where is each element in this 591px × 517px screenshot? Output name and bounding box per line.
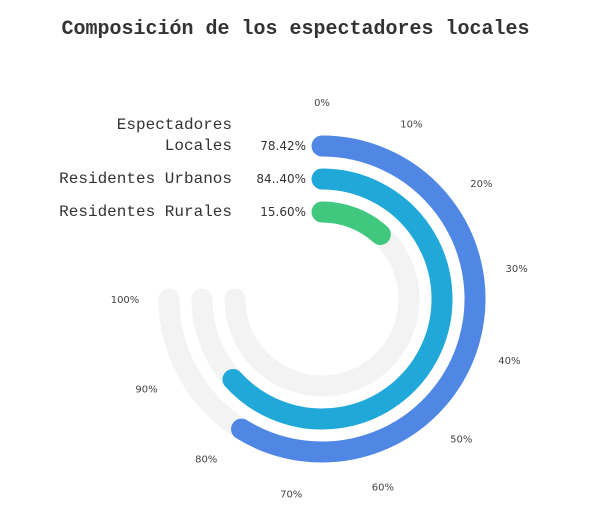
series-3-bar[interactable] xyxy=(311,201,391,245)
tick-label: 60% xyxy=(372,482,394,493)
tick-label: 0% xyxy=(314,98,330,109)
series-label-group: 78.42% Espectadores Locales 84..40% Resident… xyxy=(59,116,306,221)
series-1-name-label: Locales xyxy=(165,137,232,155)
series-2-name-label: Residentes Urbanos xyxy=(59,170,232,188)
tick-label: 40% xyxy=(498,356,520,367)
series-3-name-label: Residentes Rurales xyxy=(59,203,232,221)
tick-label: 10% xyxy=(400,120,422,131)
tick-label: 90% xyxy=(135,384,157,395)
tick-label: 80% xyxy=(195,454,217,465)
series-3-value-label: 15.60% xyxy=(260,205,306,219)
tick-label: 100% xyxy=(111,295,140,306)
series-1-name-label: Espectadores xyxy=(117,116,232,134)
tick-label-group: 0% 10% 20% 30% 40% 50% 60% 70% 80% 90% 100% xyxy=(111,98,528,501)
series-1-bar[interactable] xyxy=(231,135,486,463)
tick-label: 70% xyxy=(280,490,302,501)
series-2-value-label: 84..40% xyxy=(256,172,306,186)
series-1-value-label: 78.42% xyxy=(260,139,306,153)
bar-group xyxy=(222,135,486,463)
series-2-bar[interactable] xyxy=(222,168,453,430)
tick-label: 20% xyxy=(470,179,492,190)
tick-label: 50% xyxy=(450,434,472,445)
tick-label: 30% xyxy=(505,264,527,275)
chart-title: Composición de los espectadores locales xyxy=(61,18,530,41)
